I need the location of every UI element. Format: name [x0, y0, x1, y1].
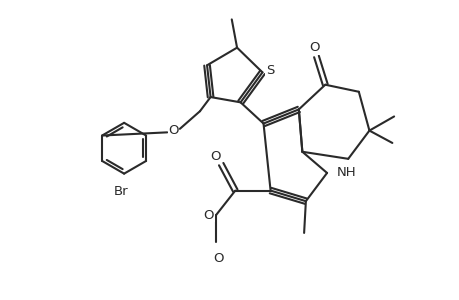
Text: O: O [168, 124, 179, 137]
Text: S: S [265, 64, 274, 77]
Text: Br: Br [114, 185, 129, 198]
Text: O: O [213, 252, 224, 266]
Text: NH: NH [336, 167, 356, 179]
Text: O: O [309, 41, 319, 54]
Text: O: O [210, 150, 221, 163]
Text: O: O [203, 209, 213, 222]
